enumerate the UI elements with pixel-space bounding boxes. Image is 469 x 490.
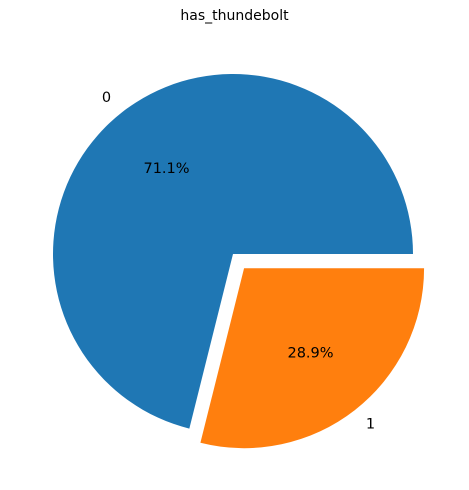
chart-title: has_thundebolt bbox=[180, 8, 289, 24]
pie-slice-0 bbox=[53, 74, 414, 429]
slice-label-0: 0 bbox=[102, 90, 111, 106]
slice-label-1: 1 bbox=[366, 416, 375, 432]
slice-percent-label-1: 28.9% bbox=[287, 345, 333, 361]
slice-percent-label-0: 71.1% bbox=[143, 161, 189, 177]
pie-slice-1 bbox=[200, 268, 425, 449]
